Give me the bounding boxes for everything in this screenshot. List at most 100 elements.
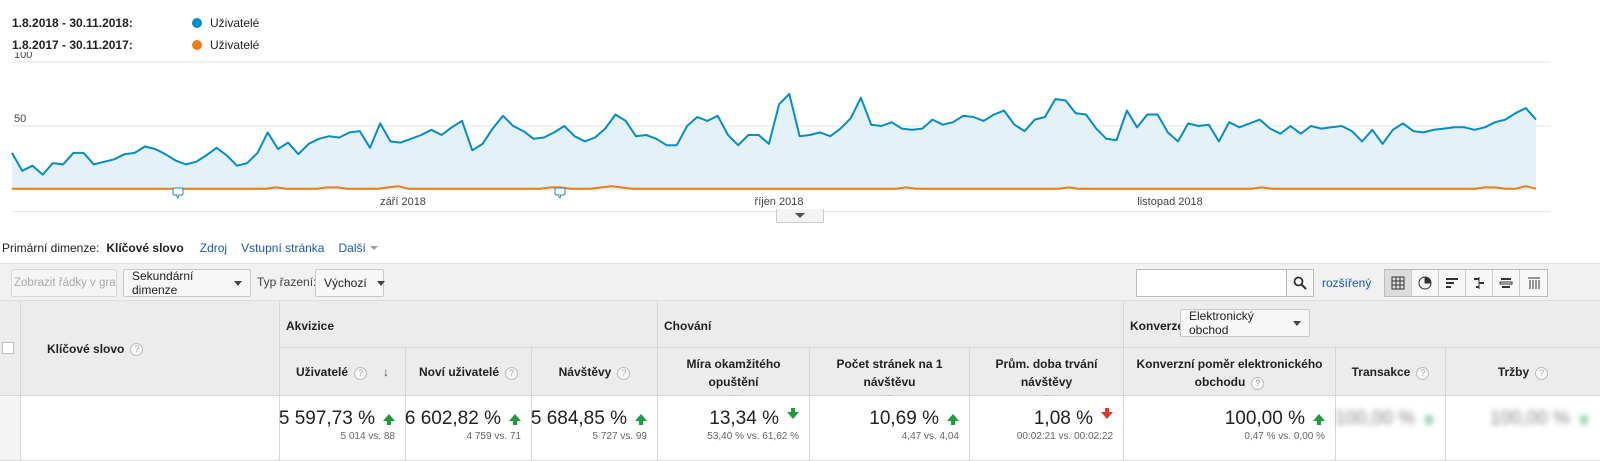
report-table: Klíčové slovo? Akvizice Chování Konverze… (0, 301, 1600, 461)
conversion-group-header: Konverze Elektronický obchod (1124, 301, 1600, 348)
series-area-current (12, 94, 1536, 190)
column-header-text: Transakce (1351, 365, 1411, 379)
chart-series (11, 93, 1537, 190)
collapse-chart-toggle[interactable] (776, 209, 824, 223)
acquisition-label: Akvizice (286, 319, 335, 333)
search-button[interactable] (1286, 269, 1314, 297)
more-label: Další (338, 241, 366, 255)
total-cell: 100,00 % 0,47 % vs. 0,00 % (1124, 396, 1336, 461)
sort-desc-icon[interactable]: ↓ (383, 365, 390, 379)
column-header[interactable]: Míra okamžitého opuštění? (658, 348, 810, 408)
column-header[interactable]: Transakce? (1336, 348, 1446, 396)
column-header[interactable]: Návštěvy? (532, 348, 658, 396)
conversion-label: Konverze (1130, 319, 1185, 333)
help-icon[interactable]: ? (130, 342, 144, 356)
pivot-table-icon (1527, 277, 1540, 289)
column-header-label: Uživatelé? ↓ (280, 363, 405, 381)
legend-series-name: Uživatelé (210, 38, 260, 52)
term-cloud-view-button[interactable] (1493, 270, 1520, 296)
total-value: 5 684,85 % (530, 408, 627, 429)
total-value: 1,08 % (1033, 408, 1093, 429)
column-header[interactable]: Noví uživatelé? (406, 348, 532, 396)
primary-dimension-bar: Primární dimenze: Klíčové slovo Zdroj Vs… (2, 241, 378, 255)
column-header-label: Návštěvy? (532, 363, 657, 381)
select-all-column (0, 301, 21, 396)
legend-date-range: 1.8.2018 - 30.11.2018: (12, 16, 133, 30)
chart-annotations[interactable] (172, 187, 566, 200)
total-cell-content: 10,69 % 4,47 vs. 4,04 (810, 396, 969, 460)
advanced-filter-link[interactable]: rozšířený (1322, 276, 1372, 290)
total-comparison: 4 759 vs. 71 (466, 431, 521, 442)
column-header-text: Prům. doba trvání návštěvy (995, 357, 1098, 389)
arrow-up-icon (509, 414, 521, 425)
help-icon[interactable]: ? (1416, 366, 1430, 380)
primary-dimension-keyword[interactable]: Klíčové slovo (106, 241, 184, 255)
grid-table-icon (1391, 276, 1405, 290)
total-value: 100,00 % (1224, 408, 1305, 429)
table-search-input[interactable] (1136, 269, 1314, 297)
arrow-up-icon (947, 414, 959, 425)
total-value: 100,00 % (1489, 408, 1570, 429)
column-header[interactable]: Konverzní poměr elektronického obchodu? (1124, 348, 1336, 396)
pie-view-button[interactable] (1412, 270, 1439, 296)
help-icon[interactable]: ? (617, 366, 631, 380)
select-all-checkbox[interactable] (2, 342, 14, 354)
primary-dimension-landing-page[interactable]: Vstupní stránka (241, 241, 325, 255)
users-line-chart[interactable]: 100 50 září 2018 říjen 2018 listopad 2018 (0, 52, 1600, 212)
legend-date-range: 1.8.2017 - 30.11.2017: (12, 38, 133, 52)
column-header[interactable]: Prům. doba trvání návštěvy? (970, 348, 1124, 408)
total-comparison: 4,47 vs. 4,04 (901, 431, 959, 442)
help-icon[interactable]: ? (505, 366, 519, 380)
x-tick-label: říjen 2018 (755, 196, 804, 208)
column-header-label: Transakce? (1336, 363, 1445, 381)
primary-dimension-more[interactable]: Další (338, 241, 378, 255)
caret-down-icon (1293, 320, 1301, 326)
total-cell: 6 602,82 % 4 759 vs. 71 (405, 396, 532, 461)
help-icon[interactable]: ? (354, 366, 368, 380)
help-icon[interactable]: ? (1535, 366, 1549, 380)
legend-row-current: 1.8.2018 - 30.11.2018: Uživatelé (12, 12, 259, 34)
plot-rows-button[interactable]: Zobrazit řádky v grafu (11, 269, 117, 297)
primary-dimension-source[interactable]: Zdroj (199, 241, 228, 255)
comparison-view-button[interactable] (1466, 270, 1493, 296)
x-axis-ticks: září 2018 říjen 2018 listopad 2018 (380, 196, 1203, 208)
arrow-down-icon (1101, 408, 1113, 419)
help-icon[interactable]: ? (1251, 376, 1265, 390)
annotation-icon[interactable] (172, 187, 184, 200)
legend-dot-icon (192, 18, 202, 28)
column-header-text: Tržby (1497, 365, 1530, 379)
y-axis-ticks: 100 50 (14, 52, 32, 125)
arrow-down-icon (787, 408, 799, 419)
primary-dimension-label: Primární dimenze: (2, 241, 100, 255)
comparison-icon (1474, 277, 1484, 289)
arrow-up-icon (1313, 414, 1325, 425)
conversion-type-select[interactable]: Elektronický obchod (1180, 309, 1310, 337)
sort-type-value: Výchozí (324, 276, 367, 290)
behavior-label: Chování (664, 319, 712, 333)
column-header[interactable]: Tržby? (1446, 348, 1600, 396)
chevron-down-icon (795, 213, 805, 218)
sort-type-select[interactable]: Výchozí (315, 269, 385, 297)
performance-view-button[interactable] (1439, 270, 1466, 296)
table-view-button[interactable] (1385, 270, 1412, 296)
secondary-dimension-label: Sekundární dimenze (132, 269, 194, 297)
arrow-up-icon (635, 414, 647, 425)
pivot-view-button[interactable] (1520, 270, 1547, 296)
column-header[interactable]: Uživatelé? ↓ (280, 348, 406, 396)
total-cell: 10,69 % 4,47 vs. 4,04 (810, 396, 970, 461)
total-cell: 5 597,73 % 5 014 vs. 88 (279, 396, 406, 461)
secondary-dimension-select[interactable]: Sekundární dimenze (123, 269, 251, 297)
column-header-text: Uživatelé (295, 365, 349, 379)
column-header-text: Počet stránek na 1 návštěvu (836, 357, 943, 389)
keyword-column-header[interactable]: Klíčové slovo? (21, 301, 280, 396)
annotation-icon[interactable] (554, 187, 566, 200)
total-cell-content: 1,08 % 00:02:21 vs. 00:02:22 (970, 396, 1123, 460)
total-cell-content: 13,34 % 53,40 % vs. 61,62 % (658, 396, 809, 460)
pie-chart-icon (1418, 276, 1432, 290)
caret-down-icon (369, 246, 378, 250)
caret-down-icon (234, 280, 242, 286)
column-header-label: Noví uživatelé? (406, 363, 531, 381)
total-cell: 13,34 % 53,40 % vs. 61,62 % (658, 396, 810, 461)
column-header[interactable]: Počet stránek na 1 návštěvu? (810, 348, 970, 408)
sort-type-label: Typ řazení: (257, 275, 317, 289)
